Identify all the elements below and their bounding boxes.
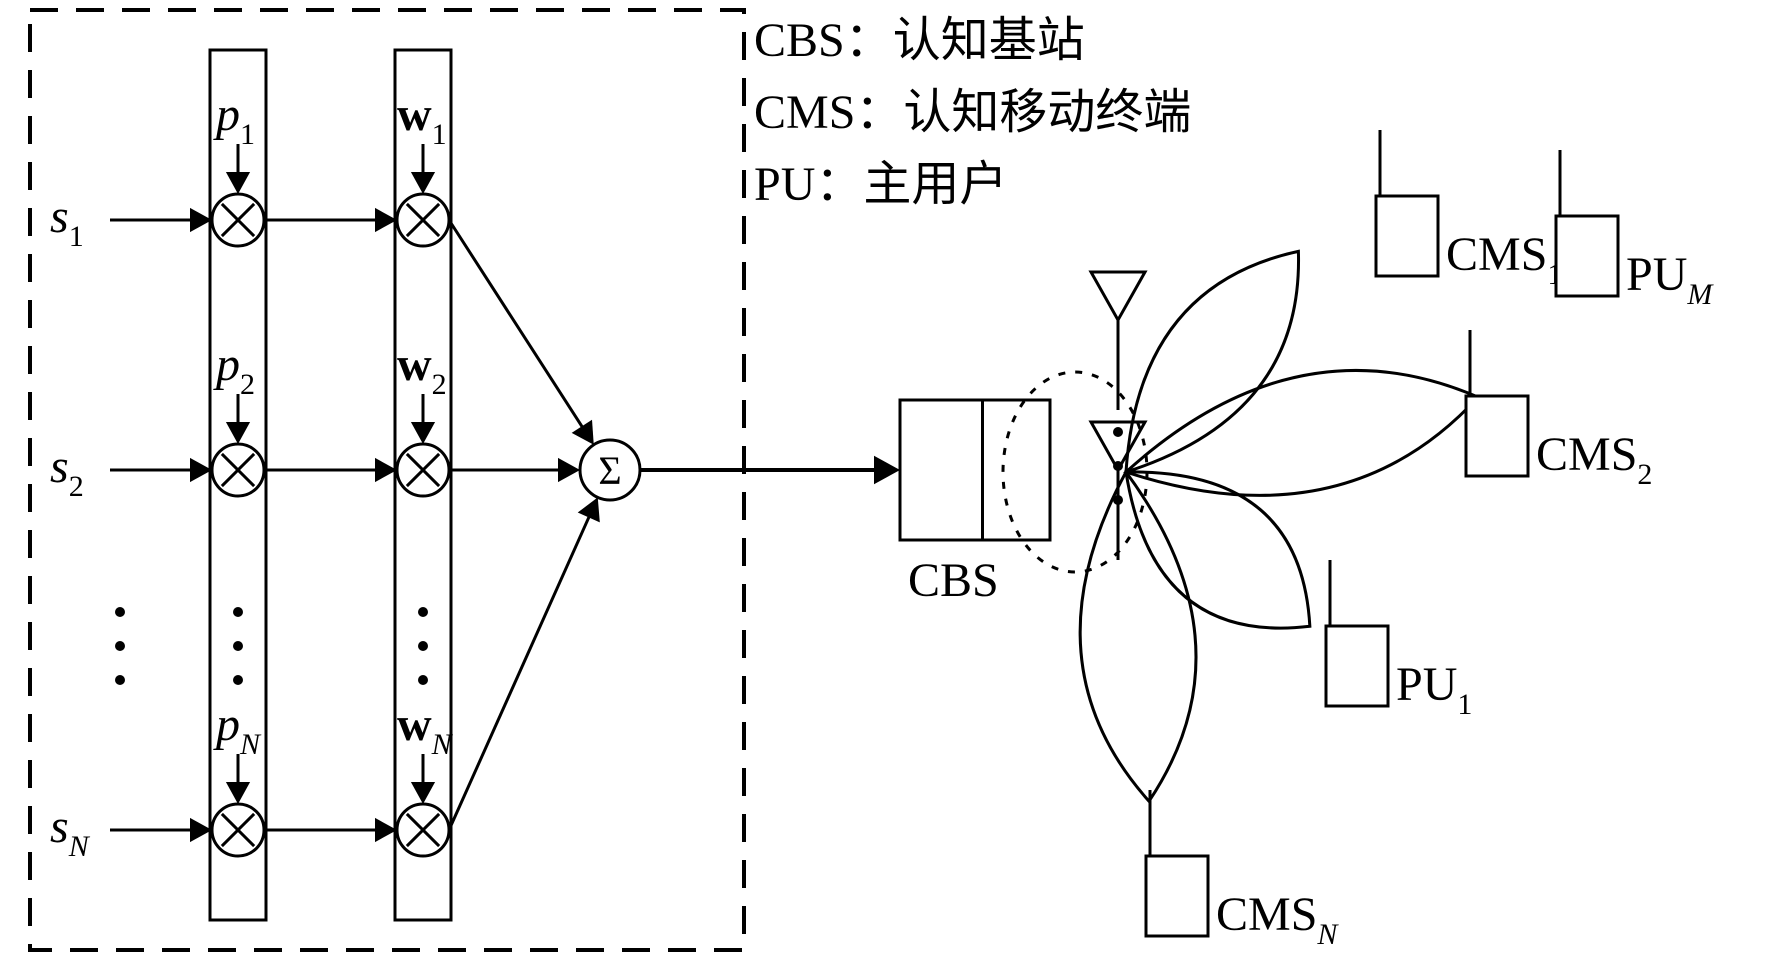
terminal-icon	[1326, 626, 1388, 706]
terminal-label: PU1	[1396, 658, 1472, 721]
cbs-box	[900, 400, 1050, 540]
input-s-label: s2	[50, 440, 84, 503]
terminal-label: CMS1	[1446, 228, 1562, 291]
legend-item: PU：主用户	[754, 158, 1007, 211]
beam-lobe	[1126, 251, 1299, 472]
terminal-icon	[1376, 196, 1438, 276]
terminal-icon	[1556, 216, 1618, 296]
terminal-label: CMS2	[1536, 428, 1652, 491]
terminal-label: PUM	[1626, 248, 1714, 311]
terminal-icon	[1466, 396, 1528, 476]
legend-item: CMS：认知移动终端	[754, 86, 1191, 139]
sigma-label: Σ	[598, 448, 621, 493]
legend-item: CBS：认知基站	[754, 14, 1085, 67]
input-s-label: sN	[50, 800, 91, 863]
terminal-icon	[1146, 856, 1208, 936]
input-s-label: s1	[50, 190, 84, 253]
terminal-label: CMSN	[1216, 888, 1339, 951]
antenna-icon	[1091, 272, 1145, 320]
cbs-label: CBS	[908, 554, 999, 607]
